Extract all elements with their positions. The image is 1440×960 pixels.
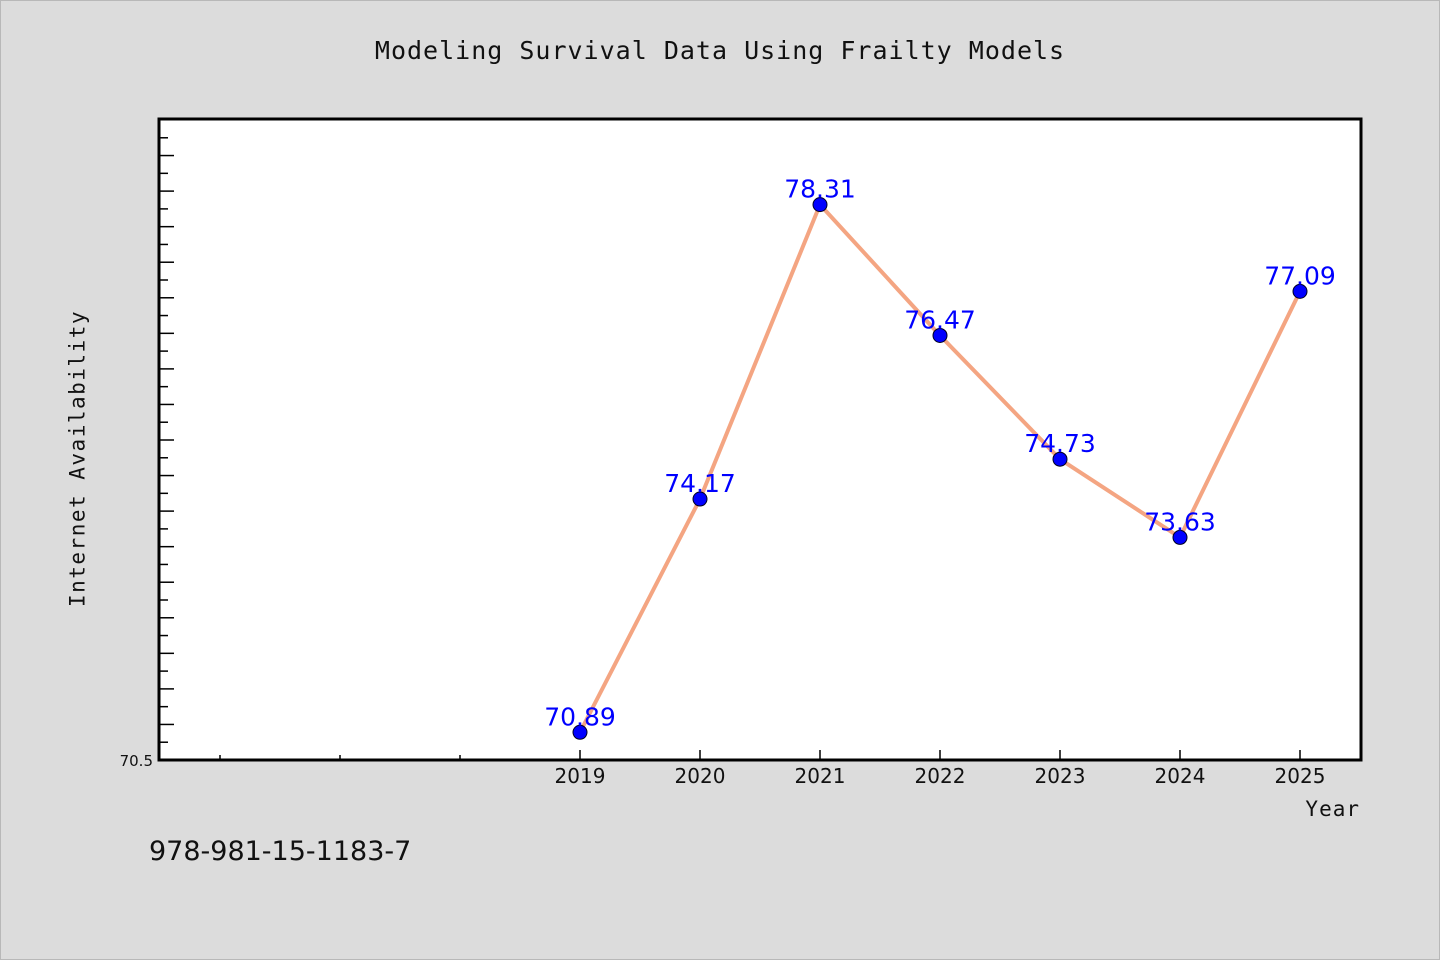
data-labels: 70.89 74.17 78.31 76.47 74.73 73.63 77.09 <box>544 175 1336 732</box>
chart-title: Modeling Survival Data Using Frailty Mod… <box>374 36 1066 65</box>
y-minor-ticks <box>160 137 174 743</box>
data-point <box>932 327 948 343</box>
x-axis-label: Year <box>1305 797 1360 821</box>
data-point <box>692 491 708 507</box>
x-tick-label: 2024 <box>1155 764 1206 788</box>
data-label: 70.89 <box>544 702 616 731</box>
x-tick-label: 2020 <box>675 764 726 788</box>
plot-area <box>157 117 1363 762</box>
data-label: 73.63 <box>1144 507 1216 536</box>
x-tick-label: 2021 <box>795 764 846 788</box>
x-axis-ticks <box>219 750 1301 760</box>
data-point <box>1052 451 1068 467</box>
data-label: 74.73 <box>1024 429 1096 458</box>
data-point <box>1172 529 1188 545</box>
isbn-footer: 978-981-15-1183-7 <box>149 836 412 867</box>
data-label: 76.47 <box>904 305 976 334</box>
x-axis-tick-labels: 2019 2020 2021 2022 2023 2024 2025 <box>555 764 1326 788</box>
x-tick-label: 2019 <box>555 764 606 788</box>
y-tick-label-min: 70.5 <box>120 752 153 770</box>
x-tick-label: 2025 <box>1275 764 1326 788</box>
x-tick-label: 2023 <box>1035 764 1086 788</box>
data-label: 74.17 <box>664 469 736 498</box>
data-point <box>1292 283 1308 299</box>
data-points <box>572 197 1308 740</box>
data-label: 77.09 <box>1264 261 1336 290</box>
y-axis-label: Internet Availability <box>65 310 90 608</box>
data-point <box>572 724 588 740</box>
x-tick-label: 2022 <box>915 764 966 788</box>
data-point <box>812 197 828 213</box>
data-label: 78.31 <box>784 175 856 204</box>
